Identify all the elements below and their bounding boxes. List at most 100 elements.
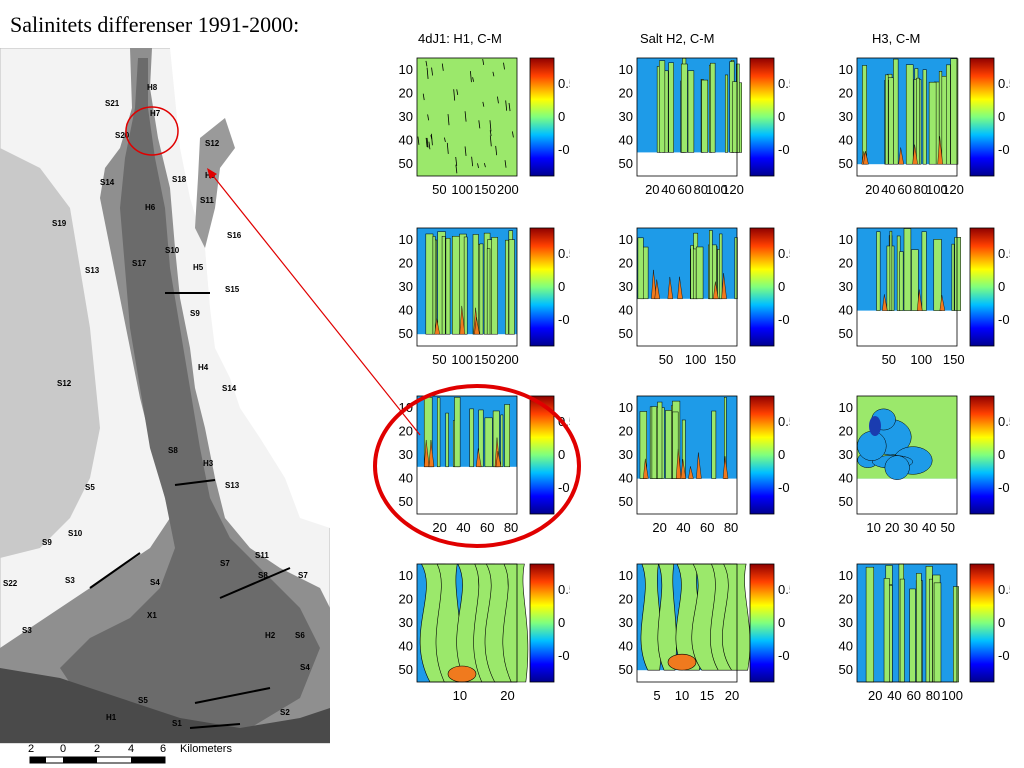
x-tick-label: 20 — [865, 182, 879, 197]
contour-mark — [453, 89, 456, 101]
contour-mark — [441, 63, 444, 71]
contour-band — [452, 235, 461, 335]
positive-anomaly — [643, 458, 649, 479]
x-tick-label: 10 — [675, 688, 689, 703]
station-s20: S20 — [115, 131, 130, 140]
y-tick-label: 10 — [619, 232, 633, 247]
contour-mark — [455, 156, 458, 166]
colorbar — [969, 57, 995, 177]
positive-anomaly — [651, 269, 657, 299]
x-tick-label: 40 — [661, 182, 675, 197]
colorbar — [749, 57, 775, 177]
colorbar-tick-label: 0 — [558, 279, 565, 294]
x-tick-label: 100 — [941, 688, 963, 703]
station-s13: S13 — [85, 266, 100, 275]
y-tick-label: 10 — [399, 232, 413, 247]
colorbar-tick-label: 0.5 — [778, 582, 790, 597]
colorbar — [529, 57, 555, 177]
y-tick-label: 20 — [399, 591, 413, 606]
contour-band — [687, 70, 695, 153]
contour-mark — [427, 114, 430, 121]
heatmap-svg: 10 20 30 40 50 50 100 150 0.5 0 -0.5 — [839, 227, 1010, 367]
heatmap-panel-9: 10 20 30 40 50 10 20 30 40 50 0.5 0 -0.5 — [805, 388, 1010, 538]
station-s6: S6 — [295, 631, 305, 640]
contour-band — [502, 563, 529, 683]
contour-band — [865, 566, 875, 683]
contour-band — [922, 69, 927, 165]
y-tick-label: 50 — [619, 326, 633, 341]
x-tick-label: 10 — [866, 520, 880, 535]
contour-mark — [425, 60, 428, 67]
y-tick-label: 40 — [839, 133, 853, 148]
contour-band — [953, 586, 959, 683]
colorbar — [529, 395, 555, 515]
contour-band — [911, 249, 919, 311]
contour-band — [711, 410, 717, 479]
x-tick-label: 80 — [913, 182, 927, 197]
x-tick-label: 15 — [700, 688, 714, 703]
contour-band — [921, 231, 927, 311]
colorbar — [529, 227, 555, 347]
y-tick-label: 10 — [399, 568, 413, 583]
y-tick-label: 50 — [399, 662, 413, 677]
y-tick-label: 50 — [839, 326, 853, 341]
plot-frame — [856, 395, 958, 515]
contour-mark — [497, 96, 499, 104]
contour-band — [899, 251, 904, 311]
y-tick-label: 20 — [839, 85, 853, 100]
contour-mark — [470, 71, 472, 83]
contour-mark — [505, 100, 508, 111]
y-tick-label: 40 — [399, 471, 413, 486]
colorbar-tick-label: 0.5 — [998, 582, 1010, 597]
station-s10b: S10 — [68, 529, 83, 538]
contour-mark — [456, 89, 459, 96]
contour-band — [486, 248, 491, 335]
positive-anomaly — [882, 294, 888, 311]
colorbar-tick-label: -0.5 — [778, 480, 790, 495]
station-s11: S11 — [200, 196, 214, 205]
y-tick-label: 50 — [619, 494, 633, 509]
positive-anomaly — [696, 452, 702, 479]
x-tick-label: 20 — [652, 520, 666, 535]
contour-mark — [444, 137, 446, 143]
contour-mark — [430, 135, 433, 140]
y-tick-label: 10 — [839, 568, 853, 583]
station-s21: S21 — [105, 99, 120, 108]
colorbar-tick-label: -0.5 — [998, 648, 1010, 663]
plot-frame — [636, 57, 738, 177]
heatmap-svg: 10 20 30 40 50 5 10 15 20 0.5 0 -0.5 — [619, 563, 790, 703]
x-tick-label: 80 — [724, 520, 738, 535]
contour-band — [657, 401, 663, 479]
colorbar-tick-label: 0 — [998, 615, 1005, 630]
y-tick-label: 50 — [399, 326, 413, 341]
positive-anomaly — [434, 318, 440, 335]
colorbar-tick-label: 0 — [998, 447, 1005, 462]
y-tick-label: 50 — [619, 662, 633, 677]
y-tick-label: 20 — [619, 255, 633, 270]
contour-band — [876, 231, 881, 311]
positive-anomaly — [459, 305, 466, 335]
y-tick-label: 20 — [839, 423, 853, 438]
y-tick-label: 40 — [619, 133, 633, 148]
y-tick-label: 40 — [839, 303, 853, 318]
station-h7: H7 — [150, 109, 161, 118]
plot-frame — [856, 563, 958, 683]
contour-band — [445, 237, 451, 335]
x-tick-label: 40 — [456, 520, 470, 535]
station-s18: S18 — [172, 175, 187, 184]
positive-anomaly — [667, 276, 674, 299]
colorbar-tick-label: -0.5 — [998, 312, 1010, 327]
contour-mark — [512, 131, 514, 138]
contour-band — [710, 62, 716, 153]
station-s12b: S12 — [57, 379, 72, 388]
x-tick-label: 200 — [497, 352, 519, 367]
colorbar — [749, 395, 775, 515]
colorbar-tick-label: -0.5 — [778, 312, 790, 327]
colorbar-tick-label: 0.5 — [998, 76, 1010, 91]
colorbar-tick-label: 0.5 — [778, 76, 790, 91]
contour-band — [657, 563, 677, 671]
station-s12: S12 — [205, 139, 220, 148]
